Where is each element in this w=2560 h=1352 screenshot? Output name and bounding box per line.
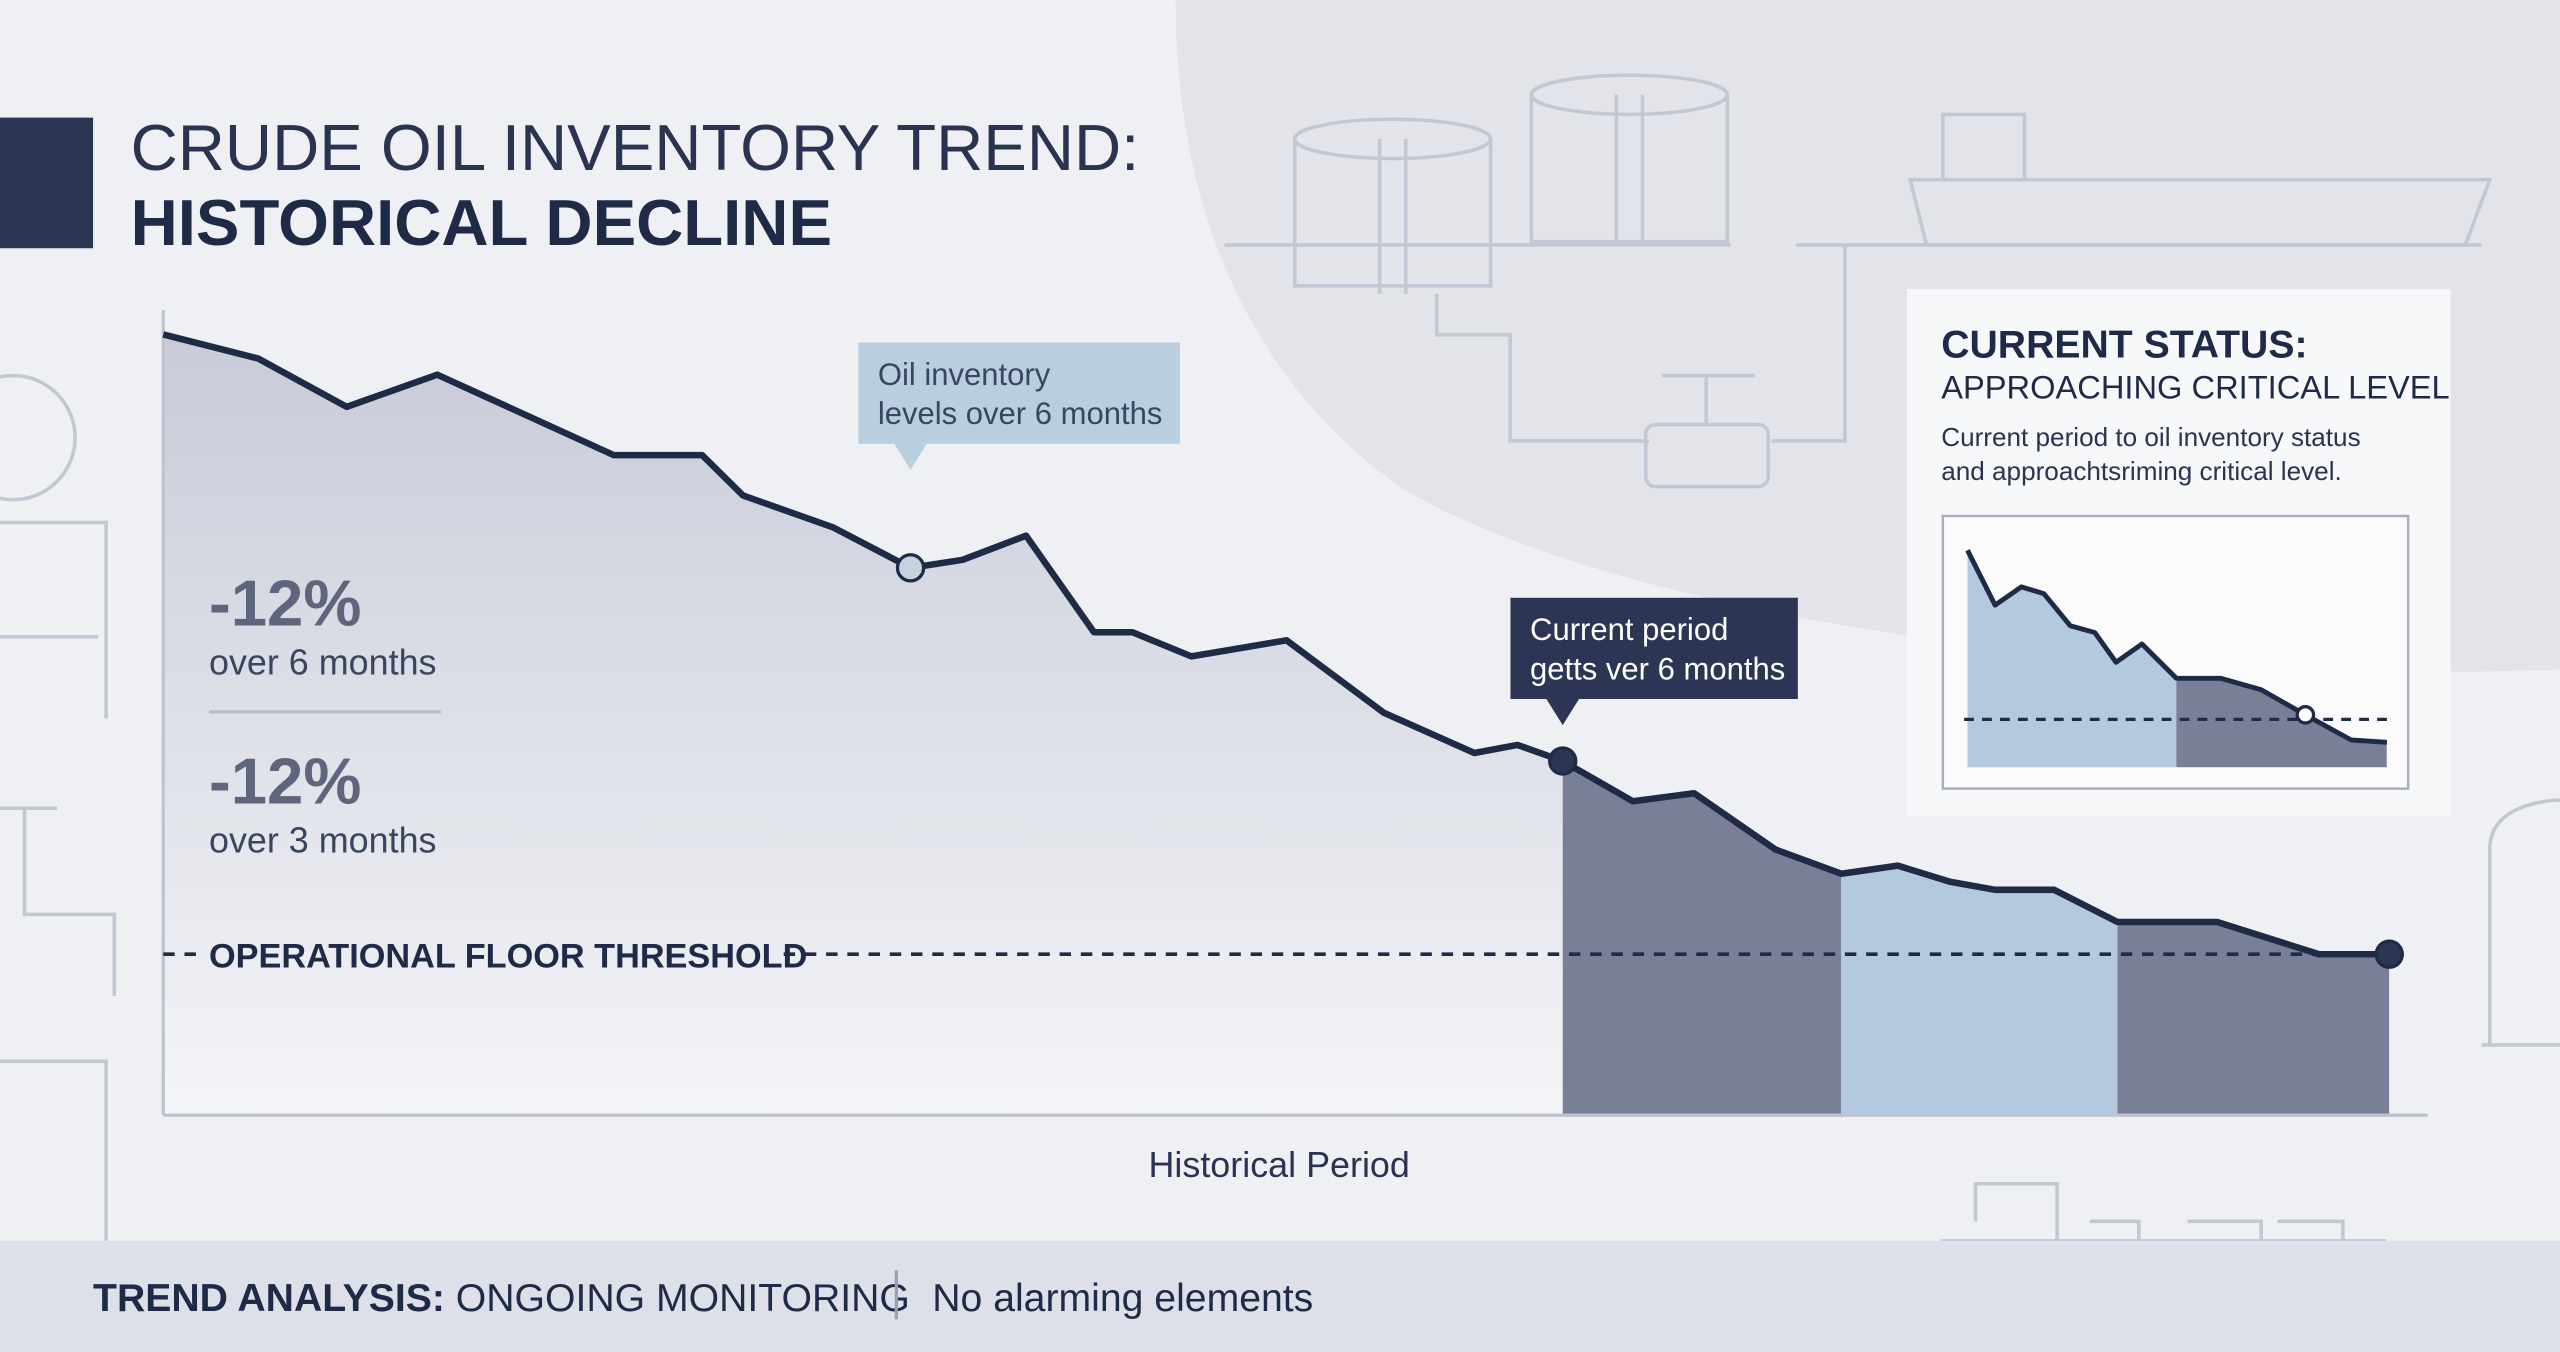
callout-pointer [894,443,927,470]
threshold-label: OPERATIONAL FLOOR THRESHOLD [209,937,807,975]
line [162,331,2390,958]
callout-box [1510,597,1798,699]
footer-text: TREND ANALYSIS: ONGOING MONITORING [93,1277,910,1320]
callout-text: getts ver 6 months [1530,651,1785,686]
decoration [0,73,2560,1300]
status-title: CURRENT STATUS: [1941,324,2307,367]
status-body: and approachtsriming critical level. [1941,456,2342,486]
stat-value: -12% [209,744,361,817]
footer-label: TREND ANALYSIS: [93,1277,445,1320]
point [2295,705,2316,725]
status-subtitle: APPROACHING CRITICAL LEVEL [1941,368,2449,405]
callout-text: Oil inventory [878,357,1051,392]
callout-text: Current period [1530,612,1728,647]
stat-label: over 6 months [209,641,437,682]
callout-text: levels over 6 months [878,396,1162,431]
title-accent [0,117,94,249]
footer-note: No alarming elements [932,1277,1313,1320]
stat-label: over 3 months [209,819,437,860]
callout-pointer [1546,698,1580,726]
footer-band [0,1240,2560,1352]
point [2374,939,2404,969]
callout-box [858,342,1180,444]
title: CRUDE OIL INVENTORY TREND: [131,111,1140,184]
footer-status: ONGOING MONITORING [445,1277,910,1320]
status-body: Current period to oil inventory status [1941,422,2360,452]
stat-value: -12% [209,566,361,639]
point [1548,746,1578,776]
title: HISTORICAL DECLINE [131,186,832,259]
x-axis-label: Historical Period [1148,1144,1409,1185]
point [895,553,926,583]
